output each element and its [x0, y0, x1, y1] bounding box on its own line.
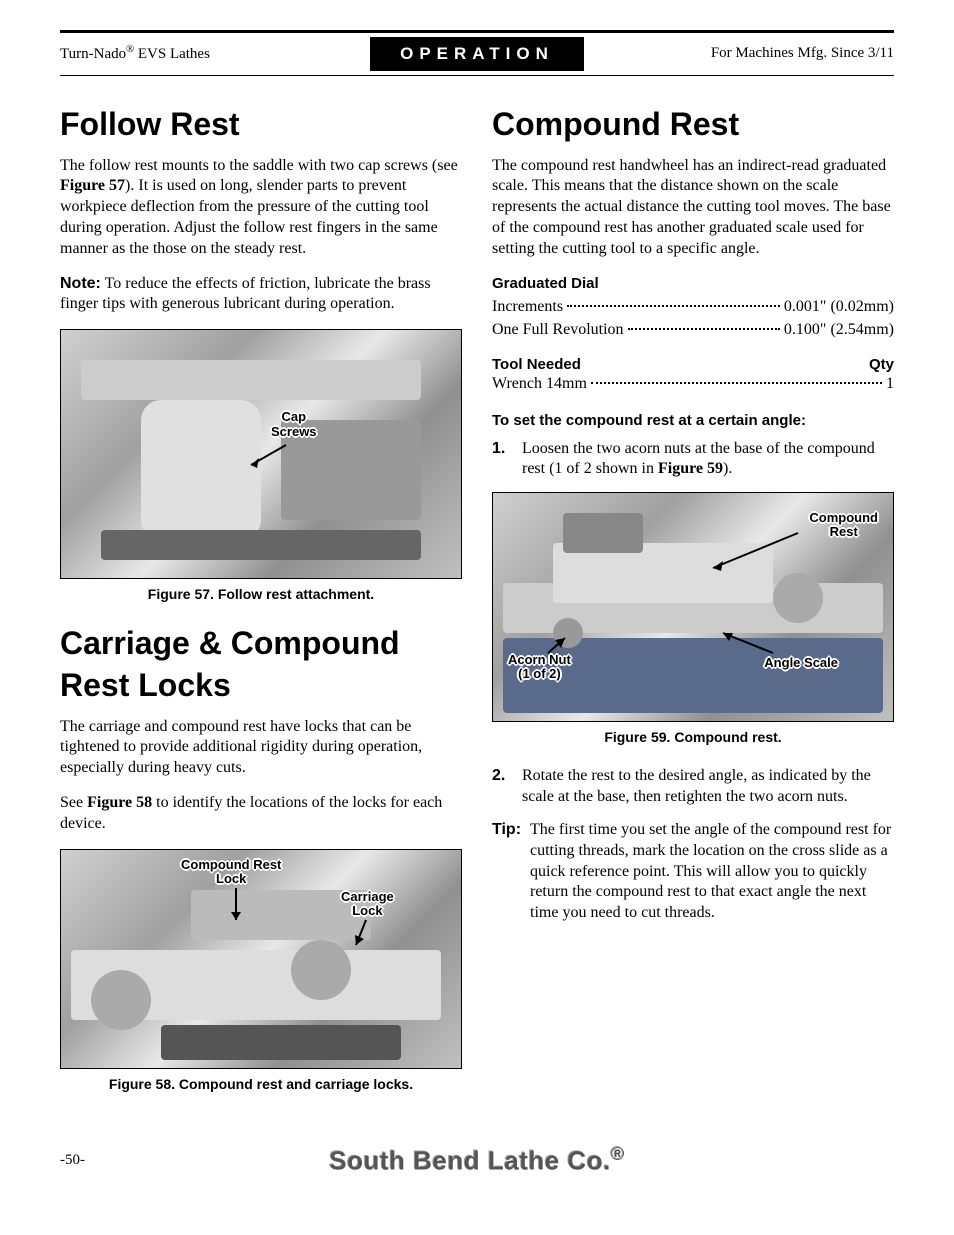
- step-1: 1. Loosen the two acorn nuts at the base…: [492, 439, 894, 481]
- figure-ref: Figure 59: [658, 460, 723, 477]
- step-body: Loosen the two acorn nuts at the base of…: [522, 439, 894, 481]
- dot-leader: [567, 305, 780, 307]
- callout-text: Cap Screws: [271, 409, 317, 438]
- tool-needed-header: Tool Needed Qty: [492, 355, 894, 375]
- carriage-paragraph-1: The carriage and compound rest have lock…: [60, 717, 462, 779]
- procedure-heading: To set the compound rest at a certain an…: [492, 411, 894, 431]
- tip-label: Tip:: [492, 820, 530, 924]
- figure-59-image: Compound Rest Acorn Nut (1 of 2) Angle S…: [492, 492, 894, 722]
- spec-value: 0.100" (2.54mm): [784, 320, 894, 341]
- header-section-badge: OPERATION: [370, 37, 584, 71]
- brand-footer: South Bend Lathe Co.®: [120, 1143, 834, 1178]
- compound-paragraph-1: The compound rest handwheel has an indir…: [492, 156, 894, 260]
- spec-value: 0.001" (0.02mm): [784, 297, 894, 318]
- figure-59-callout-2: Acorn Nut (1 of 2): [508, 653, 571, 682]
- figure-57-image: Cap Screws: [60, 329, 462, 579]
- figure-59-caption: Figure 59. Compound rest.: [492, 728, 894, 746]
- figure-ref: Figure 57: [60, 177, 125, 194]
- dot-leader: [591, 382, 882, 384]
- spec-label: One Full Revolution: [492, 320, 624, 341]
- step-number: 1.: [492, 439, 522, 481]
- callout-text: Compound Rest: [809, 510, 878, 539]
- page-footer: -50- South Bend Lathe Co.®: [60, 1143, 894, 1178]
- text: See: [60, 794, 87, 811]
- tip-block: Tip: The first time you set the angle of…: [492, 820, 894, 924]
- header-left: Turn-Nado® EVS Lathes: [60, 43, 370, 65]
- heading-compound-rest: Compound Rest: [492, 104, 894, 146]
- spec-label: Increments: [492, 297, 563, 318]
- header-product: Turn-Nado: [60, 46, 126, 62]
- tip-body: The first time you set the angle of the …: [530, 820, 894, 924]
- step-body: Rotate the rest to the desired angle, as…: [522, 766, 894, 808]
- figure-58-callout-1: Compound Rest Lock: [181, 858, 281, 887]
- brand-name: South Bend Lathe Co.: [329, 1145, 611, 1175]
- follow-rest-paragraph-1: The follow rest mounts to the saddle wit…: [60, 156, 462, 260]
- heading-carriage-locks: Carriage & Compound Rest Locks: [60, 623, 462, 706]
- heading-follow-rest: Follow Rest: [60, 104, 462, 146]
- tool-header-right: Qty: [869, 355, 894, 375]
- figure-58-caption: Figure 58. Compound rest and carriage lo…: [60, 1075, 462, 1093]
- note-body: To reduce the effects of friction, lubri…: [60, 275, 431, 313]
- registered-mark: ®: [611, 1144, 625, 1164]
- left-column: Follow Rest The follow rest mounts to th…: [60, 96, 462, 1113]
- tool-qty: 1: [886, 374, 894, 395]
- tool-label: Wrench 14mm: [492, 374, 587, 395]
- text: ).: [723, 460, 732, 477]
- callout-text: Angle Scale: [764, 655, 838, 670]
- figure-58-callout-2: Carriage Lock: [341, 890, 394, 919]
- graduated-dial-heading: Graduated Dial: [492, 274, 894, 294]
- registered-mark: ®: [126, 44, 134, 55]
- figure-59-callout-1: Compound Rest: [809, 511, 878, 540]
- callout-text: Compound Rest Lock: [181, 857, 281, 886]
- spec-row-increments: Increments 0.001" (0.02mm): [492, 297, 894, 318]
- header-right: For Machines Mfg. Since 3/11: [584, 44, 894, 64]
- text: The follow rest mounts to the saddle wit…: [60, 157, 458, 174]
- figure-ref: Figure 58: [87, 794, 152, 811]
- note-label: Note:: [60, 275, 101, 292]
- spec-row-revolution: One Full Revolution 0.100" (2.54mm): [492, 320, 894, 341]
- page-number: -50-: [60, 1151, 120, 1171]
- dot-leader: [628, 328, 780, 330]
- callout-text: Acorn Nut (1 of 2): [508, 652, 571, 681]
- step-number: 2.: [492, 766, 522, 808]
- tool-header-left: Tool Needed: [492, 355, 581, 375]
- figure-57-callout: Cap Screws: [271, 410, 317, 439]
- content-columns: Follow Rest The follow rest mounts to th…: [60, 96, 894, 1113]
- figure-59-callout-3: Angle Scale: [764, 656, 838, 670]
- right-column: Compound Rest The compound rest handwhee…: [492, 96, 894, 1113]
- figure-57-caption: Figure 57. Follow rest attachment.: [60, 585, 462, 603]
- figure-58-image: Compound Rest Lock Carriage Lock: [60, 849, 462, 1069]
- step-2: 2. Rotate the rest to the desired angle,…: [492, 766, 894, 808]
- header-product-suffix: EVS Lathes: [134, 46, 210, 62]
- follow-rest-note: Note: To reduce the effects of friction,…: [60, 274, 462, 316]
- callout-text: Carriage Lock: [341, 889, 394, 918]
- carriage-paragraph-2: See Figure 58 to identify the locations …: [60, 793, 462, 835]
- tool-row-wrench: Wrench 14mm 1: [492, 374, 894, 395]
- page-header: Turn-Nado® EVS Lathes OPERATION For Mach…: [60, 30, 894, 76]
